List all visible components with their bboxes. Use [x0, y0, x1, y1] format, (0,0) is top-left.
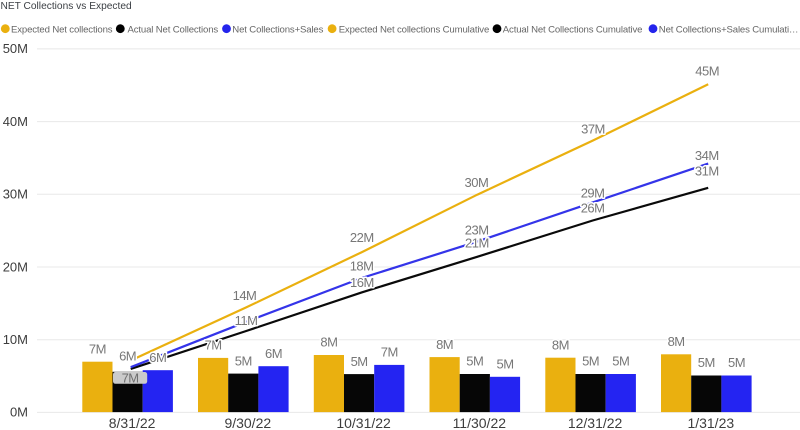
svg-text:26M: 26M	[581, 201, 605, 216]
svg-text:1/31/23: 1/31/23	[687, 415, 734, 430]
svg-text:37M: 37M	[581, 121, 605, 136]
svg-text:6M: 6M	[149, 350, 166, 365]
svg-text:Net Collections+Sales Cumulati: Net Collections+Sales Cumulati…	[659, 24, 799, 35]
svg-text:5M: 5M	[612, 354, 629, 369]
svg-text:5M: 5M	[728, 355, 745, 370]
svg-text:50M: 50M	[3, 41, 28, 56]
svg-text:21M: 21M	[465, 236, 489, 251]
svg-text:7M: 7M	[122, 370, 139, 385]
svg-text:5M: 5M	[351, 354, 368, 369]
svg-text:0M: 0M	[10, 405, 28, 420]
svg-text:10/31/22: 10/31/22	[336, 415, 391, 430]
svg-text:Actual Net Collections Cumulat: Actual Net Collections Cumulative	[503, 24, 643, 35]
svg-text:12/31/22: 12/31/22	[568, 415, 623, 430]
svg-text:14M: 14M	[233, 288, 257, 303]
svg-text:8/31/22: 8/31/22	[109, 415, 156, 430]
svg-text:30M: 30M	[465, 175, 489, 190]
svg-text:5M: 5M	[496, 357, 513, 372]
svg-text:Net Collections+Sales: Net Collections+Sales	[232, 24, 323, 35]
svg-text:31M: 31M	[695, 163, 719, 178]
svg-text:Actual Net Collections: Actual Net Collections	[128, 24, 219, 35]
svg-text:7M: 7M	[381, 345, 398, 360]
svg-text:10M: 10M	[3, 332, 28, 347]
svg-text:8M: 8M	[436, 337, 453, 352]
svg-text:6M: 6M	[119, 349, 136, 364]
svg-text:16M: 16M	[350, 275, 374, 290]
svg-text:5M: 5M	[466, 354, 483, 369]
svg-text:8M: 8M	[552, 337, 569, 352]
svg-text:Expected Net collections Cumul: Expected Net collections Cumulative	[339, 24, 489, 35]
svg-text:5M: 5M	[698, 355, 715, 370]
svg-text:11/30/22: 11/30/22	[453, 415, 507, 430]
svg-text:8M: 8M	[320, 335, 337, 350]
svg-text:20M: 20M	[3, 259, 28, 274]
svg-text:18M: 18M	[350, 259, 374, 274]
svg-text:9/30/22: 9/30/22	[224, 415, 271, 430]
svg-text:40M: 40M	[3, 114, 28, 129]
svg-text:30M: 30M	[3, 187, 28, 202]
svg-text:45M: 45M	[695, 64, 719, 79]
svg-text:NET Collections vs Expected: NET Collections vs Expected	[1, 1, 133, 12]
svg-text:8M: 8M	[668, 334, 685, 349]
svg-text:11M: 11M	[235, 313, 258, 328]
svg-text:29M: 29M	[581, 185, 605, 200]
svg-text:7M: 7M	[205, 338, 222, 353]
svg-text:22M: 22M	[350, 230, 374, 245]
svg-text:6M: 6M	[265, 346, 282, 361]
svg-text:5M: 5M	[582, 354, 599, 369]
svg-text:Expected Net collections: Expected Net collections	[11, 24, 113, 35]
svg-text:34M: 34M	[695, 148, 719, 163]
svg-text:7M: 7M	[89, 341, 106, 356]
svg-text:5M: 5M	[235, 353, 252, 368]
svg-text:23M: 23M	[465, 223, 489, 238]
